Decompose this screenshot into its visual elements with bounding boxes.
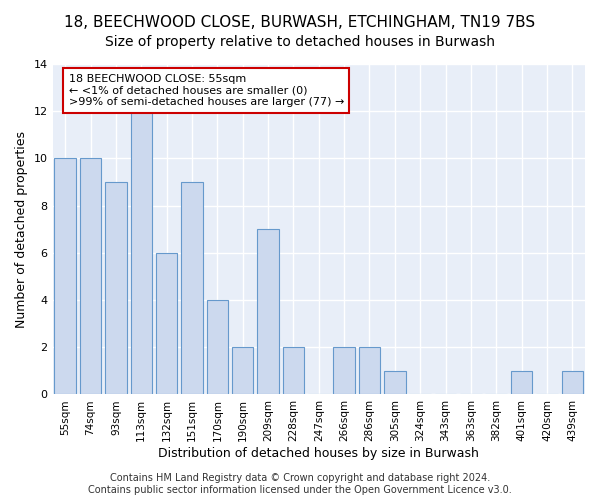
Bar bbox=[181, 182, 203, 394]
Bar bbox=[156, 253, 178, 394]
Text: Contains HM Land Registry data © Crown copyright and database right 2024.
Contai: Contains HM Land Registry data © Crown c… bbox=[88, 474, 512, 495]
X-axis label: Distribution of detached houses by size in Burwash: Distribution of detached houses by size … bbox=[158, 447, 479, 460]
Bar bbox=[283, 347, 304, 395]
Bar bbox=[80, 158, 101, 394]
Bar bbox=[206, 300, 228, 394]
Text: 18, BEECHWOOD CLOSE, BURWASH, ETCHINGHAM, TN19 7BS: 18, BEECHWOOD CLOSE, BURWASH, ETCHINGHAM… bbox=[64, 15, 536, 30]
Bar bbox=[232, 347, 253, 395]
Text: Size of property relative to detached houses in Burwash: Size of property relative to detached ho… bbox=[105, 35, 495, 49]
Bar bbox=[131, 111, 152, 395]
Bar bbox=[511, 371, 532, 394]
Bar bbox=[334, 347, 355, 395]
Bar bbox=[257, 229, 279, 394]
Bar bbox=[359, 347, 380, 395]
Y-axis label: Number of detached properties: Number of detached properties bbox=[15, 130, 28, 328]
Bar bbox=[384, 371, 406, 394]
Bar bbox=[55, 158, 76, 394]
Text: 18 BEECHWOOD CLOSE: 55sqm
← <1% of detached houses are smaller (0)
>99% of semi-: 18 BEECHWOOD CLOSE: 55sqm ← <1% of detac… bbox=[68, 74, 344, 107]
Bar bbox=[105, 182, 127, 394]
Bar bbox=[562, 371, 583, 394]
